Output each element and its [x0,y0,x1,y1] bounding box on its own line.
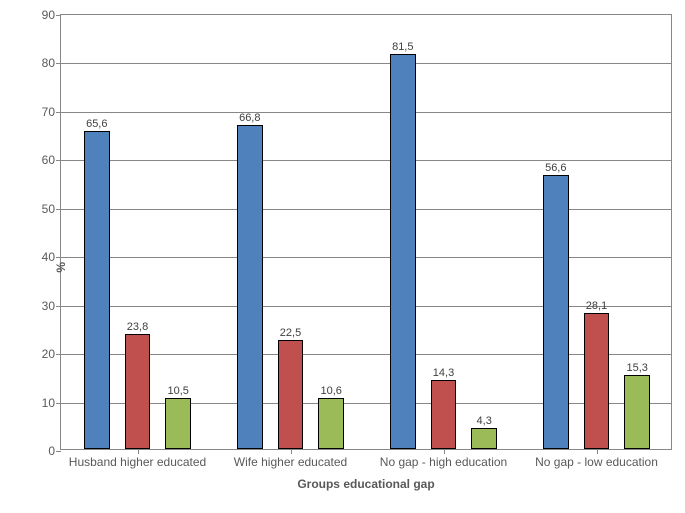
bar: 81,5 [390,54,416,449]
gridline [61,112,671,113]
y-tick-mark [56,257,61,258]
y-tick-mark [56,209,61,210]
y-tick-mark [56,451,61,452]
y-tick-mark [56,15,61,16]
bar-value-label: 15,3 [626,362,647,374]
x-tick-mark [597,449,598,454]
y-tick-label: 80 [42,56,55,70]
bar-value-label: 4,3 [477,415,492,427]
y-tick-mark [56,112,61,113]
gridline [61,209,671,210]
bar: 66,8 [237,125,263,449]
gridline [61,306,671,307]
gridline [61,354,671,355]
y-tick-label: 50 [42,202,55,216]
gridline [61,403,671,404]
y-tick-mark [56,160,61,161]
bar: 10,5 [165,398,191,449]
gridline [61,160,671,161]
y-tick-label: 70 [42,105,55,119]
gridline [61,63,671,64]
x-tick-mark [138,449,139,454]
bar-value-label: 65,6 [86,118,107,130]
y-tick-label: 0 [48,444,55,458]
y-tick-label: 30 [42,299,55,313]
bar-value-label: 56,6 [545,162,566,174]
bar: 23,8 [125,334,151,449]
y-axis-title: % [54,232,68,273]
y-tick-label: 10 [42,396,55,410]
gridline [61,257,671,258]
bar-value-label: 10,5 [167,385,188,397]
chart-container: % Groups educational gap 0 10 20 30 40 50 60 70… [8,8,677,505]
x-tick-label: Husband higher educated [69,455,206,469]
x-axis-title: Groups educational gap [61,477,671,491]
bar-value-label: 14,3 [433,367,454,379]
y-tick-label: 90 [42,8,55,22]
y-tick-label: 20 [42,347,55,361]
bar: 4,3 [471,428,497,449]
bar-value-label: 28,1 [586,300,607,312]
y-tick-mark [56,63,61,64]
bar-value-label: 66,8 [239,112,260,124]
x-tick-label: No gap - low education [535,455,658,469]
x-tick-label: Wife higher educated [234,455,347,469]
bar-value-label: 10,6 [320,385,341,397]
bar-value-label: 22,5 [280,327,301,339]
bar: 10,6 [318,398,344,449]
x-tick-mark [444,449,445,454]
bar: 15,3 [624,375,650,449]
bar: 65,6 [84,131,110,449]
x-tick-label: No gap - high education [380,455,507,469]
bar: 22,5 [278,340,304,449]
y-tick-mark [56,306,61,307]
plot-area: % Groups educational gap 010203040506070… [60,14,672,450]
bar-value-label: 23,8 [127,321,148,333]
bar-value-label: 81,5 [392,41,413,53]
y-tick-label: 60 [42,153,55,167]
bar: 14,3 [431,380,457,449]
y-tick-mark [56,403,61,404]
bar: 56,6 [543,175,569,449]
x-tick-mark [291,449,292,454]
bar: 28,1 [584,313,610,449]
y-tick-label: 40 [42,250,55,264]
y-tick-mark [56,354,61,355]
